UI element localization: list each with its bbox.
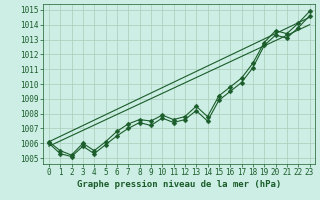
X-axis label: Graphe pression niveau de la mer (hPa): Graphe pression niveau de la mer (hPa) bbox=[77, 180, 281, 189]
